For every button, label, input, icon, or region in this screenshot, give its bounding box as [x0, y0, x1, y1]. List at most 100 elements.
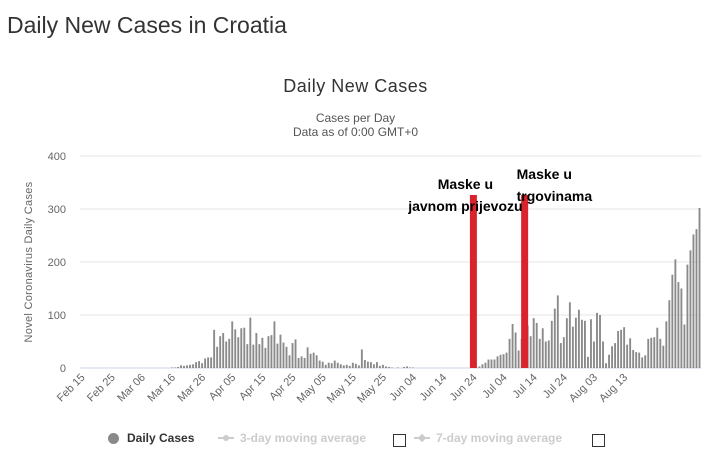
bar — [348, 365, 351, 368]
bar — [574, 317, 577, 368]
bar — [315, 355, 318, 368]
bar — [312, 352, 315, 368]
bar — [303, 357, 306, 368]
bar — [635, 352, 638, 368]
bar — [177, 366, 179, 368]
bar — [403, 366, 406, 368]
bar — [689, 250, 692, 368]
bar — [562, 337, 565, 368]
legend-item-daily-cases[interactable]: Daily Cases — [108, 431, 194, 445]
x-tick-label: Jun 24 — [448, 372, 480, 404]
bar — [388, 366, 390, 368]
bar — [174, 367, 176, 368]
3-day-average-checkbox[interactable] — [393, 434, 406, 447]
x-tick-label: Jul 24 — [541, 372, 570, 401]
y-tick-label: 100 — [48, 310, 66, 322]
bar — [180, 365, 182, 368]
x-tick-label: Feb 25 — [85, 372, 118, 405]
legend-label: 3-day moving average — [240, 431, 367, 445]
bar — [608, 354, 610, 368]
bar — [219, 336, 222, 368]
bar — [593, 341, 595, 368]
bar — [409, 367, 412, 368]
bar — [478, 366, 481, 368]
bar — [683, 324, 686, 368]
bar — [502, 354, 505, 368]
bar — [605, 363, 607, 368]
bar — [198, 361, 201, 368]
bar — [629, 338, 632, 368]
x-tick-label: Aug 13 — [597, 372, 630, 405]
y-axis-label: Novel Coronavirus Daily Cases — [23, 181, 35, 342]
bar — [267, 336, 270, 368]
bar — [674, 259, 677, 368]
bar — [357, 365, 360, 368]
bar — [680, 288, 683, 368]
bar — [698, 207, 701, 368]
chart-data-date: Data as of 0:00 GMT+0 — [292, 125, 419, 139]
circle-marker-icon — [108, 432, 119, 444]
bar — [201, 363, 204, 368]
bar — [291, 343, 294, 368]
y-axis-ticks: 0 100 200 300 400 — [48, 151, 66, 375]
legend-item-3-day-average[interactable]: 3-day moving average — [218, 431, 366, 445]
bar — [487, 359, 490, 368]
bars — [171, 207, 701, 368]
bar — [406, 366, 409, 368]
bar — [565, 318, 568, 368]
x-tick-label: Mar 06 — [115, 372, 148, 405]
legend-item-7-day-average[interactable]: 7-day moving average — [414, 431, 562, 445]
annotation-line: Maske u — [516, 166, 572, 182]
x-tick-label: Jun 04 — [387, 372, 419, 404]
bar — [372, 364, 375, 368]
x-tick-label: Mar 16 — [145, 372, 178, 405]
bar — [397, 367, 399, 368]
y-tick-label: 0 — [60, 363, 66, 375]
bar — [213, 329, 216, 368]
bar — [366, 361, 369, 368]
bar — [375, 362, 378, 368]
bar — [662, 345, 665, 368]
bar — [550, 320, 553, 368]
bar — [186, 365, 188, 368]
bar — [382, 364, 384, 368]
bar — [385, 366, 387, 368]
bar — [656, 327, 659, 368]
bar — [300, 356, 303, 368]
bar — [222, 333, 225, 368]
bar — [541, 328, 544, 368]
bar — [584, 320, 586, 368]
bar — [668, 300, 671, 368]
bar — [342, 365, 345, 368]
bar — [617, 330, 620, 368]
bar — [587, 356, 589, 368]
bar — [276, 343, 279, 368]
annotation-markers — [469, 195, 529, 368]
bar — [532, 318, 535, 368]
annotation-marker — [521, 195, 529, 368]
7-day-average-checkbox[interactable] — [592, 434, 605, 447]
bar — [171, 367, 173, 368]
bar — [318, 360, 321, 368]
bar — [547, 340, 550, 368]
bar — [261, 337, 264, 368]
diamond-marker-icon — [414, 437, 430, 439]
bar — [270, 335, 273, 368]
bar — [686, 264, 689, 368]
bar — [285, 346, 288, 368]
bar — [195, 362, 197, 368]
x-tick-label: May 15 — [325, 372, 359, 406]
bar — [288, 355, 291, 368]
bar — [559, 343, 562, 368]
bar — [216, 346, 219, 368]
bar — [517, 350, 520, 368]
bar — [556, 295, 559, 368]
bar — [255, 333, 258, 368]
line-marker-icon — [218, 435, 234, 441]
bar — [333, 360, 336, 368]
chart-subtitle: Cases per Day — [315, 111, 396, 125]
bar — [282, 342, 285, 368]
bar — [659, 338, 662, 368]
y-tick-label: 300 — [48, 204, 66, 216]
